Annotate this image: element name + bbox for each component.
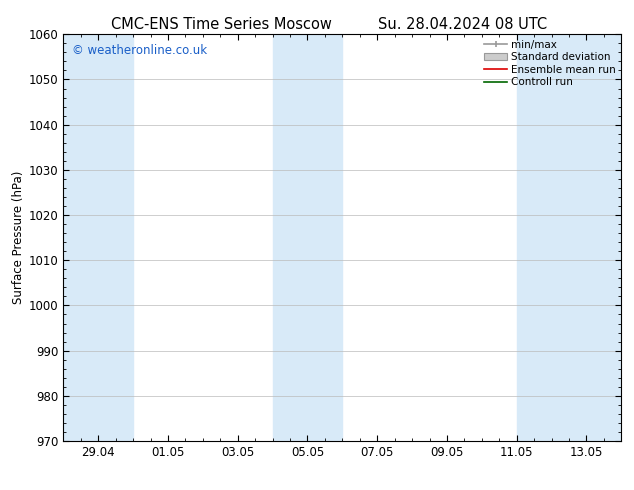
Legend: min/max, Standard deviation, Ensemble mean run, Controll run: min/max, Standard deviation, Ensemble me… — [482, 37, 618, 89]
Text: © weatheronline.co.uk: © weatheronline.co.uk — [72, 45, 207, 57]
Bar — [273, 34, 342, 441]
Bar — [63, 34, 133, 441]
Text: Su. 28.04.2024 08 UTC: Su. 28.04.2024 08 UTC — [378, 17, 547, 32]
Text: CMC-ENS Time Series Moscow: CMC-ENS Time Series Moscow — [112, 17, 332, 32]
Y-axis label: Surface Pressure (hPa): Surface Pressure (hPa) — [11, 171, 25, 304]
Bar — [517, 34, 621, 441]
